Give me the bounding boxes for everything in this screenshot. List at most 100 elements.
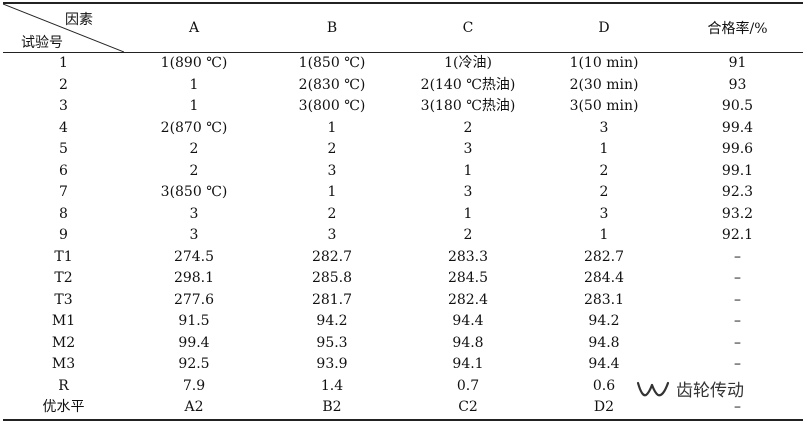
table-cell: 2(870 ℃) [160, 119, 228, 136]
table-cell: 3 [599, 205, 609, 222]
table-cell: B2 [264, 397, 400, 421]
table-cell: – [734, 313, 741, 330]
row-label: T1 [54, 248, 73, 265]
table-cell: 0.6 [592, 377, 616, 394]
corner-label-trial: 试验号 [21, 35, 63, 51]
table-cell: 2 [463, 227, 473, 244]
row-label: 3 [59, 98, 68, 115]
column-header-d: D [536, 2, 672, 53]
table-cell: – [734, 356, 741, 373]
table-cell: A2 [124, 397, 264, 421]
table-cell: 93.9 [316, 356, 348, 373]
table-cell: 1 [599, 141, 609, 158]
table-cell: – [734, 334, 741, 351]
table-cell: 2 [189, 141, 199, 158]
table-cell: 274.5 [173, 248, 215, 265]
table-cell: 1 [327, 119, 337, 136]
row-label: R [58, 377, 69, 394]
table-cell: 2(140 ℃热油) [420, 76, 516, 93]
table-cell: 1 [327, 184, 337, 201]
table-cell: 99.4 [178, 334, 210, 351]
table-cell: 3(50 min) [569, 98, 639, 115]
row-label: 7 [59, 184, 68, 201]
table-cell: 3 [327, 227, 337, 244]
table-row: 8 3 2 1 3 93.2 [3, 204, 803, 226]
table-cell: 94.4 [452, 313, 484, 330]
row-label: T3 [54, 291, 73, 308]
table-cell: 2 [599, 184, 609, 201]
table-cell: 99.4 [721, 119, 754, 136]
table-cell: 7.9 [182, 377, 206, 394]
table-row: M3 92.5 93.9 94.1 94.4 – [3, 354, 803, 376]
row-label: T2 [54, 270, 73, 287]
table-cell: 282.7 [311, 248, 353, 265]
table-row: T2 298.1 285.8 284.5 284.4 – [3, 268, 803, 290]
table-cell: 283.1 [583, 291, 625, 308]
table-cell: C2 [400, 397, 536, 421]
table-cell: 99.1 [721, 162, 754, 179]
corner-header-cell: 因素 试验号 [3, 2, 124, 53]
table-row: M1 91.5 94.2 94.4 94.2 – [3, 311, 803, 333]
table-cell: 94.4 [588, 356, 620, 373]
table-cell: 2 [189, 162, 199, 179]
table-cell: 94.8 [452, 334, 484, 351]
corner-label-factor: 因素 [65, 12, 93, 28]
table-cell: 277.6 [173, 291, 215, 308]
table-row: 9 3 3 2 1 92.1 [3, 225, 803, 247]
table-cell: 298.1 [173, 270, 215, 287]
table-cell: 3 [599, 119, 609, 136]
table-row: T1 274.5 282.7 283.3 282.7 – [3, 247, 803, 269]
table-cell: 2 [327, 141, 337, 158]
table-cell: 284.5 [447, 270, 489, 287]
column-header-b: B [264, 2, 400, 53]
table-cell: 91.5 [178, 313, 210, 330]
table-cell: 94.2 [316, 313, 348, 330]
table-cell: 91 [728, 55, 747, 72]
table-cell: 1 [463, 205, 473, 222]
diagonal-divider [3, 4, 124, 52]
row-label: M1 [51, 313, 76, 330]
row-label: 8 [59, 205, 68, 222]
table-cell: 1 [463, 162, 473, 179]
table-cell: 2 [327, 205, 337, 222]
table-cell: 3 [189, 205, 199, 222]
table-cell: 93 [728, 76, 747, 93]
table-cell: 92.1 [721, 227, 754, 244]
table-cell: 94.2 [588, 313, 620, 330]
table-cell: 90.5 [721, 98, 754, 115]
table-cell: 2(30 min) [569, 76, 639, 93]
table-cell: 3 [463, 141, 473, 158]
table-cell: 3 [327, 162, 337, 179]
table-cell: 282.7 [583, 248, 625, 265]
table-cell: 92.5 [178, 356, 210, 373]
table-cell: 283.3 [447, 248, 489, 265]
table-row: 2 1 2(830 ℃) 2(140 ℃热油) 2(30 min) 93 [3, 75, 803, 97]
table-cell: 1(890 ℃) [160, 55, 228, 72]
table-cell: 281.7 [311, 291, 353, 308]
watermark-text: 齿轮传动 [676, 381, 744, 401]
table-cell: 1(10 min) [569, 55, 639, 72]
column-header-c: C [400, 2, 536, 53]
table-cell: 94.8 [588, 334, 620, 351]
table-cell: 99.6 [721, 141, 754, 158]
table-cell: 284.4 [583, 270, 625, 287]
table-cell: 94.1 [452, 356, 484, 373]
row-label: 5 [59, 141, 68, 158]
table-row: 优水平 A2 B2 C2 D2– [3, 397, 803, 421]
row-label: 优水平 [3, 397, 124, 421]
table-row: 3 1 3(800 ℃) 3(180 ℃热油) 3(50 min) 90.5 [3, 96, 803, 118]
table-cell: 3 [189, 227, 199, 244]
table-cell: – [672, 397, 803, 421]
table-row: R7.91.40.70.6– [3, 376, 803, 398]
table-row: 6 2 3 1 2 99.1 [3, 161, 803, 183]
table-cell: 282.4 [447, 291, 489, 308]
row-label: 6 [59, 162, 68, 179]
table-row: 7 3(850 ℃) 1 3 2 92.3 [3, 182, 803, 204]
table-cell: D2 [536, 397, 672, 421]
table-cell: – [734, 248, 741, 265]
row-label: 1 [59, 55, 68, 72]
table-cell: 92.3 [721, 184, 754, 201]
table-cell: 1.4 [320, 377, 344, 394]
table-cell: 3(850 ℃) [160, 184, 228, 201]
